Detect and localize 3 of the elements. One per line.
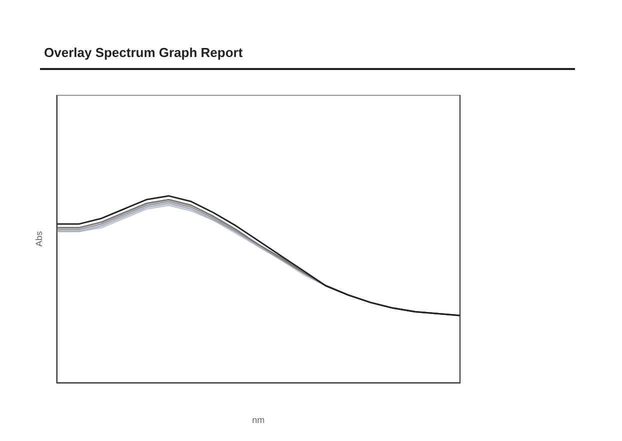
y-axis-title: Abs xyxy=(34,230,44,247)
chart-title: Overlay Spectrum Graph Report xyxy=(44,45,243,60)
x-axis-title: nm xyxy=(252,415,265,426)
